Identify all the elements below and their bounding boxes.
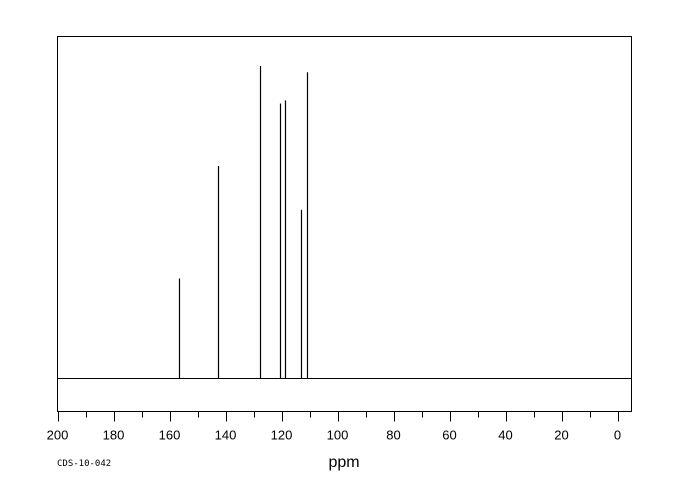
x-tick-label: 160 <box>159 428 181 443</box>
x-tick-label: 40 <box>498 428 512 443</box>
spectrum-peaks <box>178 66 309 379</box>
x-tick-label: 20 <box>554 428 568 443</box>
x-tick-label: 180 <box>103 428 125 443</box>
x-axis-ticks <box>58 411 619 422</box>
x-tick-label: 140 <box>215 428 237 443</box>
x-tick-label: 120 <box>271 428 293 443</box>
x-axis-tick-labels: 200 180 160 140 120 100 80 60 40 20 0 <box>47 428 621 443</box>
x-tick-label: 200 <box>47 428 69 443</box>
x-tick-label: 100 <box>327 428 349 443</box>
x-tick-label: 80 <box>386 428 400 443</box>
x-axis-title: ppm <box>328 454 359 471</box>
plot-frame <box>57 36 632 412</box>
x-tick-label: 0 <box>614 428 621 443</box>
x-tick-label: 60 <box>442 428 456 443</box>
sample-code-label: CDS-10-042 <box>57 459 111 469</box>
